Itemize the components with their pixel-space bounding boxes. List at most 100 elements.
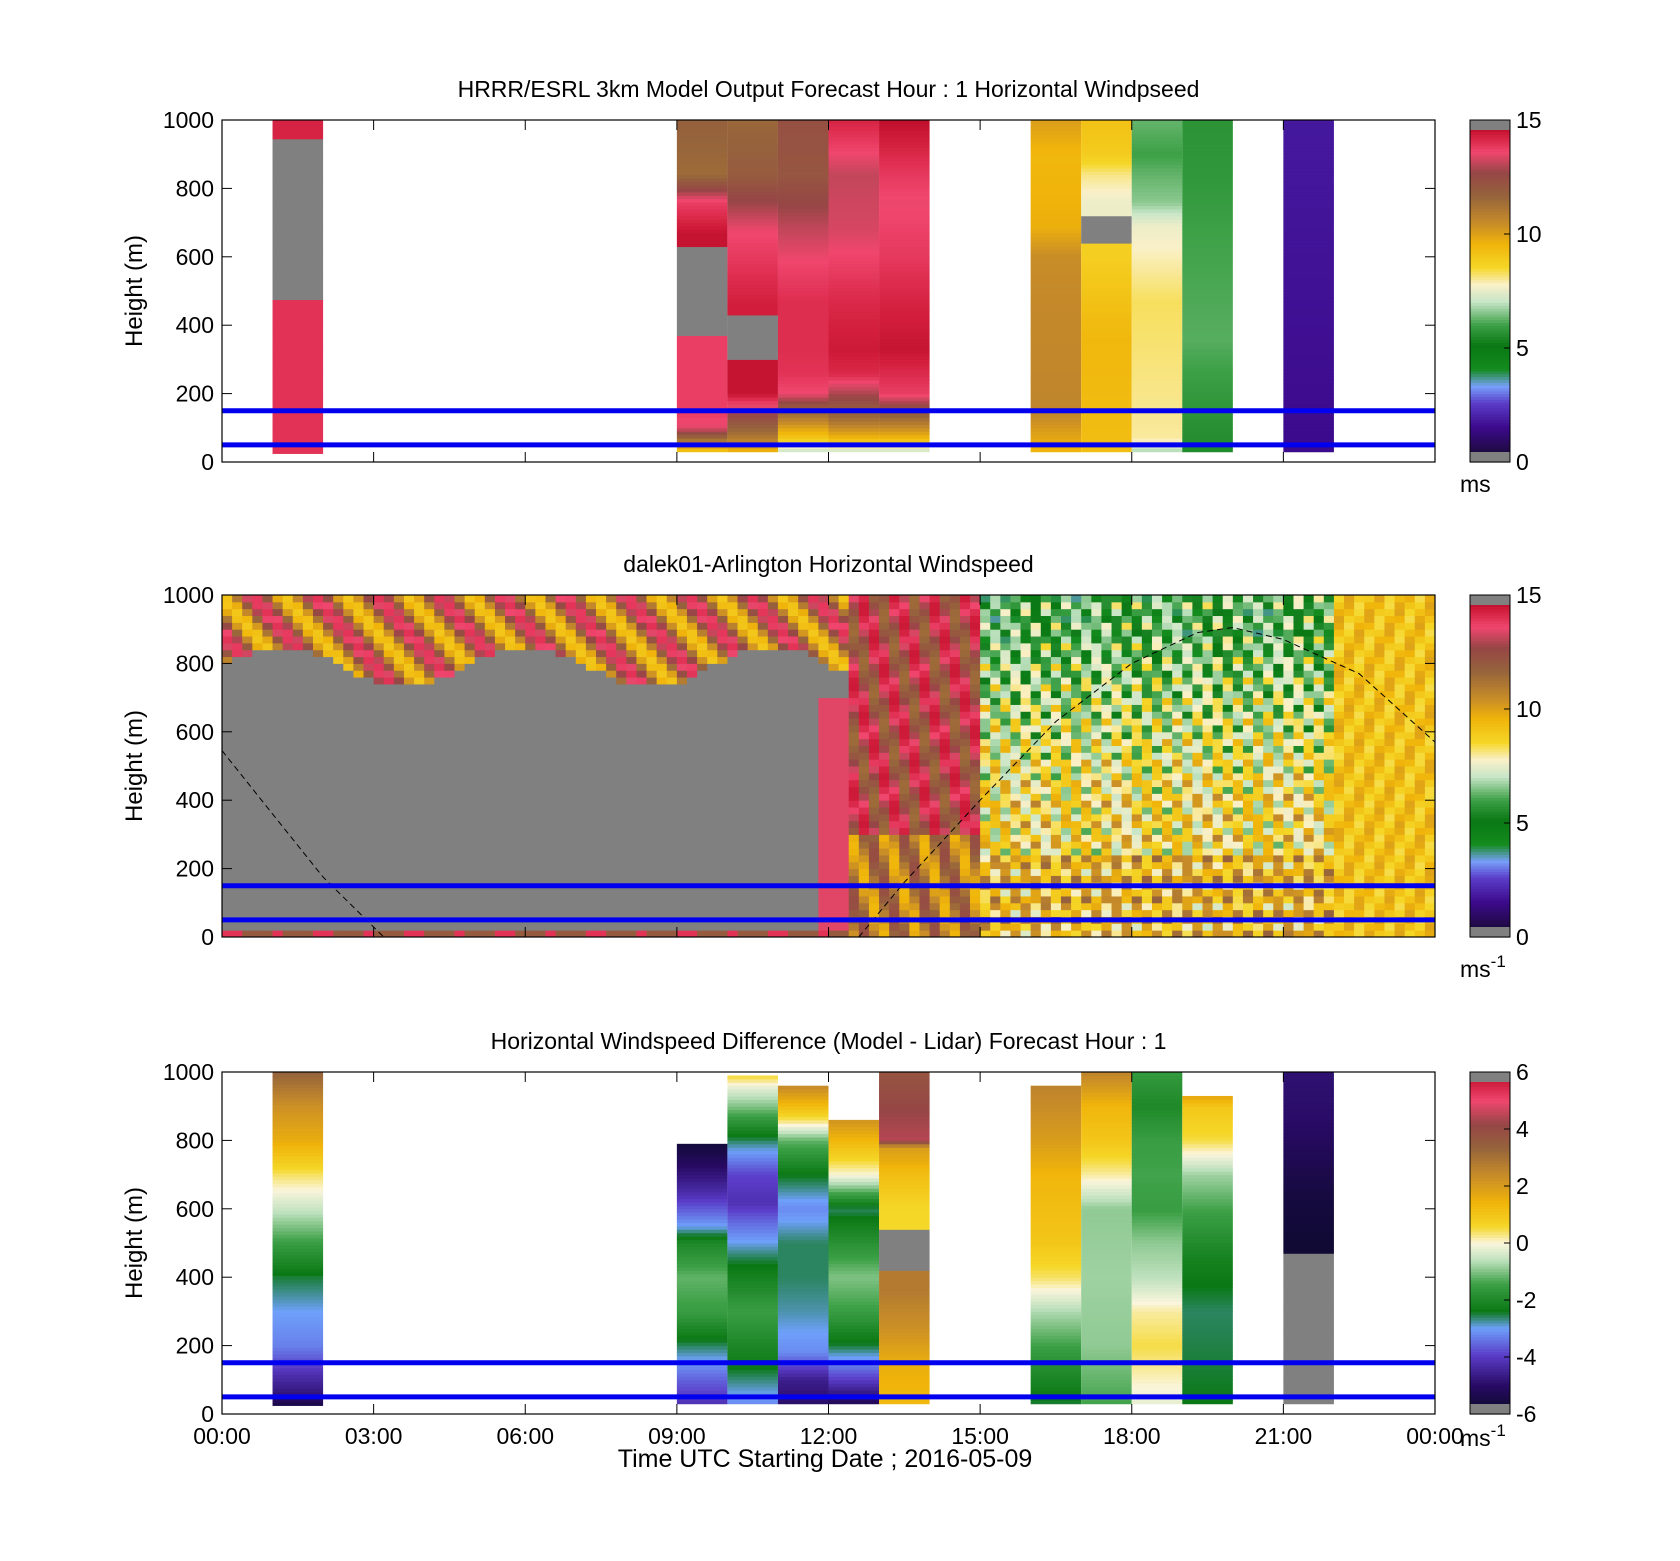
heatmap-cell (970, 615, 981, 623)
heatmap-cell (434, 930, 445, 937)
heatmap-cell (414, 786, 425, 794)
heatmap-cell (252, 793, 263, 801)
heatmap-cell (403, 779, 415, 788)
heatmap-cell (414, 622, 425, 630)
heatmap-cell (606, 807, 617, 815)
heatmap-cell (333, 745, 344, 753)
heatmap-cell (383, 786, 395, 794)
heatmap-cell (434, 724, 445, 733)
heatmap-cell (393, 704, 405, 712)
heatmap-cell (414, 745, 425, 753)
heatmap-cell (828, 386, 880, 391)
heatmap-cell (282, 629, 294, 637)
heatmap-cell (828, 376, 880, 381)
heatmap-cell (464, 772, 476, 781)
heatmap-cell (959, 670, 971, 678)
heatmap-cell (333, 854, 344, 863)
heatmap-cell (646, 875, 658, 883)
heatmap-cell (818, 841, 829, 849)
heatmap-cell (222, 636, 233, 644)
heatmap-cell (272, 323, 324, 328)
heatmap-cell (1283, 236, 1334, 241)
heatmap-cell (262, 820, 274, 829)
heatmap-cell (808, 601, 819, 610)
heatmap-cell (292, 601, 304, 610)
heatmap-cell (383, 595, 395, 603)
heatmap-cell (818, 752, 829, 760)
heatmap-cell (717, 656, 728, 664)
heatmap-cell (454, 868, 466, 876)
heatmap-cell (858, 704, 870, 712)
heatmap-cell (939, 622, 951, 630)
heatmap-cell (242, 772, 253, 781)
heatmap-cell (777, 246, 829, 251)
heatmap-cell (1131, 249, 1183, 254)
heatmap-cell (858, 861, 870, 870)
heatmap-cell (414, 841, 425, 849)
heatmap-cell (949, 923, 961, 931)
heatmap-cell (373, 663, 385, 671)
heatmap-cell (535, 820, 546, 829)
heatmap-cell (333, 670, 344, 678)
heatmap-cell (727, 759, 739, 767)
heatmap-cell (828, 126, 880, 131)
heatmap-cell (727, 608, 739, 617)
heatmap-cell (656, 683, 668, 692)
heatmap-cell (889, 738, 900, 746)
heatmap-cell (1131, 332, 1183, 336)
heatmap-cell (676, 909, 688, 917)
heatmap-cell (1283, 448, 1334, 453)
heatmap-cell (777, 889, 789, 897)
heatmap-cell (373, 793, 385, 801)
heatmap-cell (929, 889, 941, 897)
heatmap-cell (323, 766, 334, 774)
heatmap-cell (676, 427, 728, 432)
heatmap-cell (828, 304, 880, 309)
heatmap-cell (616, 772, 627, 781)
heatmap-cell (919, 677, 931, 685)
heatmap-cell (767, 677, 779, 685)
heatmap-cell (879, 325, 930, 330)
heatmap-cell (343, 636, 354, 644)
heatmap-cell (525, 622, 536, 630)
heatmap-cell (707, 848, 718, 856)
colorbar-cell (1470, 256, 1510, 261)
colorbar-cell (1470, 405, 1510, 409)
heatmap-cell (272, 786, 284, 794)
heatmap-cell (656, 772, 668, 781)
heatmap-cell (454, 800, 466, 808)
heatmap-cell (434, 834, 445, 842)
heatmap-cell (312, 745, 324, 753)
heatmap-cell (697, 820, 708, 829)
heatmap-cell (1283, 205, 1334, 210)
heatmap-cell (676, 663, 688, 671)
heatmap-cell (879, 184, 930, 189)
heatmap-cell (1131, 277, 1183, 282)
heatmap-cell (636, 861, 648, 870)
heatmap-cell (575, 670, 587, 678)
heatmap-cell (889, 683, 900, 692)
heatmap-cell (717, 677, 728, 685)
heatmap-cell (424, 718, 435, 726)
heatmap-cell (879, 164, 930, 169)
heatmap-cell (343, 601, 354, 610)
heatmap-cell (535, 759, 546, 767)
heatmap-cell (414, 724, 425, 733)
heatmap-cell (1081, 420, 1132, 425)
heatmap-cell (494, 724, 506, 733)
heatmap-cell (737, 595, 749, 603)
heatmap-cell (1030, 393, 1082, 398)
heatmap-cell (636, 923, 648, 931)
heatmap-cell (1182, 205, 1233, 210)
heatmap-cell (676, 793, 688, 801)
heatmap-cell (646, 909, 658, 917)
heatmap-cell (777, 304, 829, 309)
heatmap-cell (393, 724, 405, 733)
heatmap-cell (1182, 120, 1233, 124)
heatmap-cell (676, 438, 728, 442)
heatmap-cell (868, 834, 880, 842)
heatmap-cell (272, 190, 324, 195)
heatmap-cell (505, 636, 516, 644)
heatmap-cell (676, 345, 728, 350)
heatmap-cell (252, 786, 263, 794)
